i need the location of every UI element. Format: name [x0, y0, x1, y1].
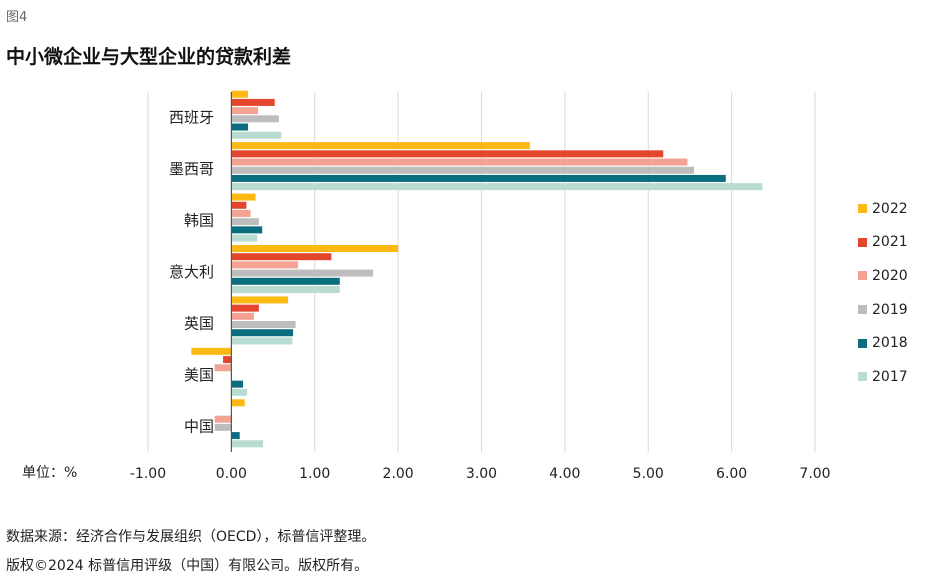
bar-2017-5 — [231, 388, 248, 396]
bar-2018-5 — [231, 380, 244, 388]
legend-label-2021: 2021 — [872, 234, 908, 251]
bars — [191, 90, 763, 448]
bar-2020-3 — [231, 261, 299, 269]
legend-item-2021: 2021 — [858, 226, 908, 260]
figure-label: 图4 — [6, 10, 28, 25]
copyright-note: 版权©2024 标普信用评级（中国）有限公司。版权所有。 — [6, 558, 369, 574]
chart-title: 中小微企业与大型企业的贷款利差 — [6, 46, 292, 68]
bar-2019-0 — [231, 115, 279, 123]
x-tick-label-6: 5.00 — [633, 466, 664, 482]
bar-2021-2 — [231, 201, 247, 209]
bar-2020-1 — [231, 158, 688, 166]
bar-2020-0 — [231, 107, 259, 115]
x-tick-label-0: -1.00 — [130, 466, 166, 482]
x-tick-label-4: 3.00 — [466, 466, 497, 482]
bar-2017-0 — [231, 131, 282, 139]
bar-2022-6 — [231, 399, 245, 407]
bar-2017-2 — [231, 234, 258, 242]
legend-swatch-2019 — [858, 305, 867, 315]
bar-2018-0 — [231, 123, 249, 131]
legend-swatch-2018 — [858, 338, 867, 348]
category-label-6: 中国 — [184, 417, 214, 435]
bar-2020-2 — [231, 209, 251, 217]
bar-2018-3 — [231, 277, 340, 285]
bar-2019-1 — [231, 166, 695, 174]
bar-2022-2 — [231, 193, 256, 201]
legend-item-2017: 2017 — [858, 360, 908, 394]
legend-label-2020: 2020 — [872, 267, 908, 284]
x-tick-label-5: 4.00 — [549, 466, 580, 482]
legend-label-2019: 2019 — [872, 301, 908, 318]
legend-swatch-2021 — [858, 237, 867, 247]
category-label-4: 英国 — [184, 314, 214, 332]
bar-2021-1 — [231, 150, 664, 158]
bar-2022-3 — [231, 245, 399, 252]
bar-2019-6 — [214, 423, 232, 431]
category-label-0: 西班牙 — [169, 109, 214, 127]
bar-2018-4 — [231, 329, 294, 337]
bar-2017-6 — [231, 440, 264, 448]
legend-item-2018: 2018 — [858, 326, 908, 360]
category-label-5: 美国 — [184, 366, 214, 384]
legend: 2022 2021 2020 2019 2018 2017 — [858, 192, 908, 394]
bar-2019-2 — [231, 218, 259, 226]
legend-label-2017: 2017 — [872, 368, 908, 385]
bar-2022-0 — [231, 90, 249, 98]
legend-item-2022: 2022 — [858, 192, 908, 226]
bar-2020-6 — [214, 415, 232, 423]
bar-2021-5 — [223, 356, 232, 364]
legend-item-2020: 2020 — [858, 259, 908, 293]
bar-2019-4 — [231, 321, 296, 329]
bar-2022-4 — [231, 296, 289, 304]
bar-2022-5 — [191, 347, 232, 355]
bar-2017-4 — [231, 337, 293, 345]
bar-2017-1 — [231, 183, 763, 191]
x-tick-label-8: 7.00 — [799, 466, 830, 482]
legend-item-2019: 2019 — [858, 293, 908, 327]
bar-2018-1 — [231, 174, 726, 182]
x-tick-label-3: 2.00 — [383, 466, 414, 482]
bar-2022-1 — [231, 142, 530, 150]
x-tick-labels: -1.00 0.00 1.00 2.00 3.00 4.00 5.00 6.00 7.00 — [130, 466, 831, 482]
bar-2018-2 — [231, 226, 263, 234]
legend-label-2022: 2022 — [872, 200, 908, 217]
bar-2019-3 — [231, 269, 374, 277]
bar-2017-3 — [231, 286, 340, 293]
x-tick-label-7: 6.00 — [716, 466, 747, 482]
bar-2020-4 — [231, 312, 254, 320]
category-label-1: 墨西哥 — [169, 160, 214, 178]
x-tick-label-1: 0.00 — [216, 466, 247, 482]
legend-swatch-2022 — [858, 204, 867, 214]
x-tick-label-2: 1.00 — [299, 466, 330, 482]
unit-label: 单位：% — [22, 465, 78, 481]
bar-2021-4 — [231, 304, 259, 312]
bar-2018-6 — [231, 432, 240, 440]
bar-2021-3 — [231, 253, 332, 261]
legend-swatch-2017 — [858, 372, 867, 382]
bar-2021-0 — [231, 98, 275, 106]
source-note: 数据来源：经济合作与发展组织（OECD），标普信评整理。 — [6, 529, 376, 545]
bar-2020-5 — [214, 364, 232, 372]
legend-label-2018: 2018 — [872, 335, 908, 352]
legend-swatch-2020 — [858, 271, 867, 281]
category-label-3: 意大利 — [169, 263, 214, 281]
category-label-2: 韩国 — [184, 212, 214, 230]
